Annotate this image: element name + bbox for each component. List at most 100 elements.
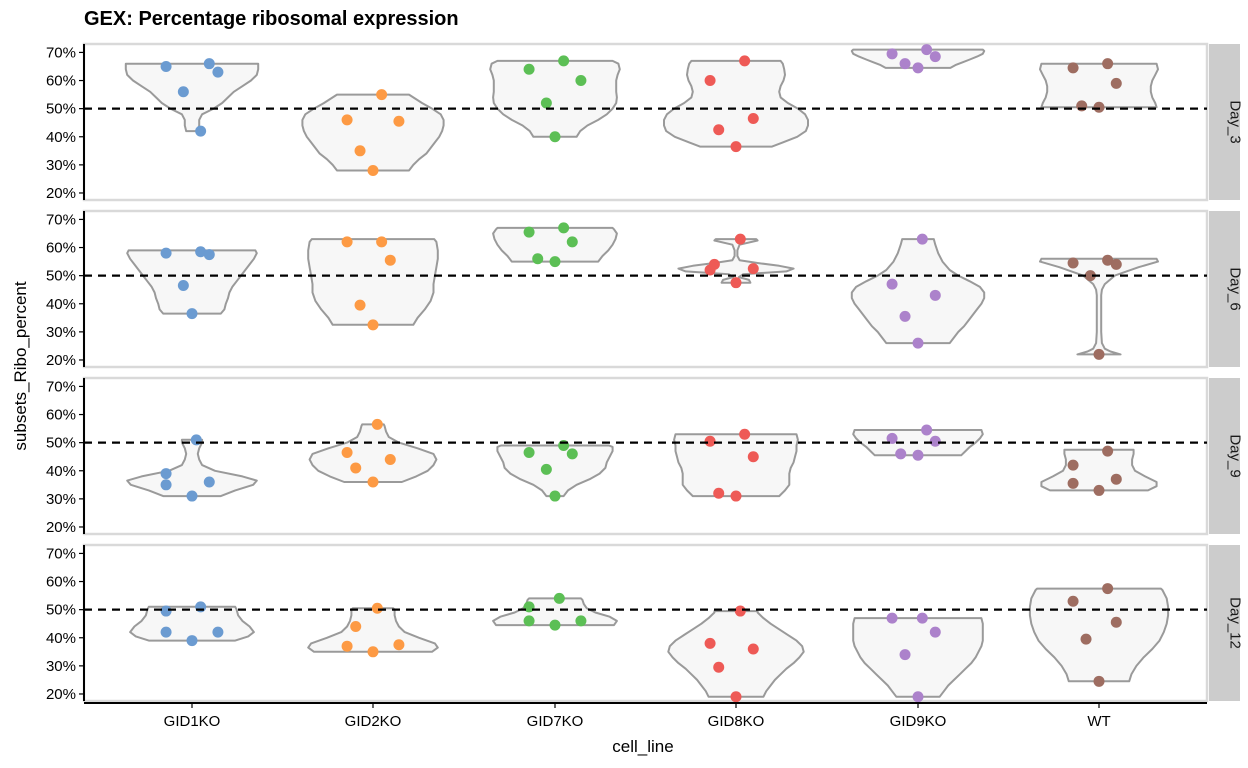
panel-border xyxy=(82,543,1209,703)
violin-GID1KO xyxy=(124,62,260,133)
data-point-GID2KO xyxy=(384,454,396,466)
data-point-GID1KO xyxy=(160,60,172,72)
data-point-GID1KO xyxy=(203,476,215,488)
data-point-GID9KO xyxy=(886,612,898,624)
data-point-GID1KO xyxy=(177,86,189,98)
data-point-GID9KO xyxy=(886,432,898,444)
violin-GID9KO xyxy=(850,238,986,345)
data-point-GID8KO xyxy=(747,643,759,655)
facet-strip-label: Day_12 xyxy=(1227,597,1244,649)
data-point-GID2KO xyxy=(341,640,353,652)
data-point-GID7KO xyxy=(553,592,565,604)
data-point-GID2KO xyxy=(341,114,353,126)
y-tick-label: 40% xyxy=(46,296,76,313)
data-point-GID2KO xyxy=(354,145,366,157)
data-point-GID9KO xyxy=(921,424,933,436)
x-tick-label: GID9KO xyxy=(890,713,947,730)
x-axis-label: cell_line xyxy=(612,737,673,756)
data-point-GID1KO xyxy=(186,635,198,647)
violin-GID2KO xyxy=(301,93,445,172)
data-point-GID1KO xyxy=(212,626,224,638)
data-point-GID2KO xyxy=(393,639,405,651)
data-point-GID7KO xyxy=(532,253,544,265)
data-point-WT xyxy=(1067,459,1079,471)
data-point-GID1KO xyxy=(177,279,189,291)
data-point-GID7KO xyxy=(566,236,578,248)
data-point-GID8KO xyxy=(747,451,759,463)
data-point-GID1KO xyxy=(195,246,207,258)
data-point-GID1KO xyxy=(186,490,198,502)
data-point-GID2KO xyxy=(367,646,379,658)
y-tick-label: 70% xyxy=(46,44,76,61)
data-point-GID9KO xyxy=(886,48,898,60)
data-point-GID9KO xyxy=(921,44,933,56)
y-tick-label: 50% xyxy=(46,602,76,619)
panel-border xyxy=(82,209,1209,369)
y-tick-label: 60% xyxy=(46,574,76,591)
violin-GID9KO xyxy=(850,48,986,69)
y-tick-label: 20% xyxy=(46,352,76,369)
violin-GID7KO xyxy=(489,59,621,138)
x-tick-label: GID2KO xyxy=(345,713,402,730)
y-tick-label: 70% xyxy=(46,211,76,228)
data-point-WT xyxy=(1102,583,1114,595)
data-point-GID1KO xyxy=(160,605,172,617)
data-point-GID9KO xyxy=(912,337,924,349)
data-point-GID7KO xyxy=(558,222,570,234)
data-point-GID7KO xyxy=(549,131,561,143)
data-point-GID2KO xyxy=(376,236,388,248)
data-point-GID8KO xyxy=(730,277,742,289)
x-tick-label: GID7KO xyxy=(527,713,584,730)
violin-GID8KO xyxy=(663,59,809,148)
data-point-GID2KO xyxy=(341,236,353,248)
panel-border xyxy=(82,376,1209,536)
facet-panels: 20% 30% 40% 50% 60% 70% Day_3 20% 30% 40% 50% 60% 70… xyxy=(46,42,1244,703)
facet-strip xyxy=(1209,545,1240,701)
data-point-WT xyxy=(1102,445,1114,457)
y-tick-label: 60% xyxy=(46,407,76,424)
x-tick-label: WT xyxy=(1087,713,1110,730)
facet-panel-Day_6: 20% 30% 40% 50% 60% 70% Day_6 xyxy=(46,209,1244,369)
data-point-GID7KO xyxy=(575,615,587,627)
data-point-WT xyxy=(1067,62,1079,74)
data-point-GID7KO xyxy=(549,490,561,502)
y-tick-label: 60% xyxy=(46,73,76,90)
y-axis-label: subsets_Ribo_percent xyxy=(11,281,30,450)
data-point-GID7KO xyxy=(523,446,535,458)
data-point-GID1KO xyxy=(160,468,172,480)
data-point-GID8KO xyxy=(704,75,716,87)
y-tick-label: 30% xyxy=(46,658,76,675)
data-point-GID9KO xyxy=(929,435,941,447)
data-point-GID8KO xyxy=(730,490,742,502)
violin-GID7KO xyxy=(496,444,614,498)
facet-panel-Day_9: 20% 30% 40% 50% 60% 70% Day_9 xyxy=(46,376,1244,536)
data-point-GID7KO xyxy=(540,97,552,109)
data-point-WT xyxy=(1110,473,1122,485)
facet-strip-label: Day_6 xyxy=(1227,267,1244,310)
facet-strip-label: Day_9 xyxy=(1227,434,1244,477)
data-point-WT xyxy=(1093,348,1105,360)
data-point-GID9KO xyxy=(912,449,924,461)
data-point-GID1KO xyxy=(186,308,198,320)
data-point-WT xyxy=(1093,101,1105,113)
data-point-GID1KO xyxy=(203,58,215,70)
data-point-GID8KO xyxy=(730,141,742,153)
data-point-GID8KO xyxy=(747,263,759,275)
data-point-GID1KO xyxy=(160,247,172,259)
data-point-GID8KO xyxy=(704,435,716,447)
violin-GID2KO xyxy=(307,238,439,326)
data-point-GID7KO xyxy=(540,463,552,475)
y-tick-label: 40% xyxy=(46,463,76,480)
data-point-WT xyxy=(1067,595,1079,607)
data-point-WT xyxy=(1110,616,1122,628)
data-point-GID1KO xyxy=(212,66,224,78)
data-point-GID9KO xyxy=(929,626,941,638)
data-point-GID8KO xyxy=(713,487,725,499)
facet-strip xyxy=(1209,378,1240,534)
data-point-GID2KO xyxy=(376,89,388,101)
data-point-GID7KO xyxy=(523,226,535,238)
data-point-GID2KO xyxy=(350,462,362,474)
violin-GID7KO xyxy=(492,597,618,627)
data-point-GID2KO xyxy=(354,299,366,311)
violin-GID8KO xyxy=(673,433,799,498)
